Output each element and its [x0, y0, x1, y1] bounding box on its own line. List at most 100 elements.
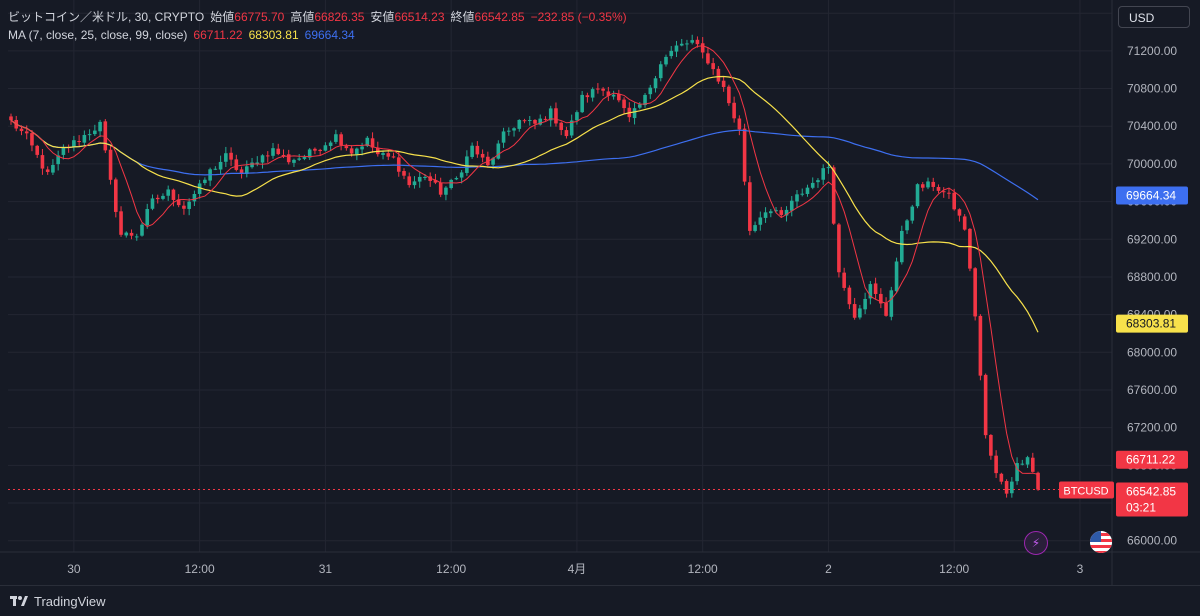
candle — [1036, 471, 1040, 491]
candle — [459, 169, 464, 184]
x-tick-label: 12:00 — [939, 562, 969, 576]
candle-body — [129, 232, 134, 236]
candle-body — [407, 176, 412, 186]
candle — [276, 143, 281, 156]
x-tick-label: 31 — [319, 562, 333, 576]
us-flag-icon[interactable] — [1090, 531, 1112, 553]
candle-body — [569, 120, 574, 136]
candle-body — [920, 184, 925, 188]
candle-body — [187, 201, 191, 209]
candle-body — [559, 122, 563, 130]
candle-body — [444, 187, 448, 195]
candle — [994, 450, 998, 478]
candle — [150, 194, 155, 211]
candle — [774, 207, 778, 213]
candle — [679, 38, 684, 47]
candle — [973, 267, 977, 321]
grid-lines — [8, 0, 1112, 552]
price-chart[interactable]: 66000.0066400.0066800.0067200.0067600.00… — [0, 0, 1200, 585]
candle — [858, 304, 862, 320]
candle-body — [596, 88, 600, 90]
candle-body — [936, 186, 941, 191]
candle — [674, 40, 679, 58]
candle — [690, 34, 694, 45]
tradingview-brand[interactable]: TradingView — [34, 593, 106, 609]
candle — [968, 228, 972, 272]
high-label: 高値 — [290, 10, 315, 24]
candle — [989, 434, 993, 460]
candle — [889, 286, 894, 321]
candle-body — [512, 128, 516, 131]
candle-body — [606, 91, 611, 96]
candle — [155, 194, 160, 204]
currency-button[interactable]: USD — [1118, 6, 1190, 28]
candle-body — [685, 43, 689, 45]
candle — [784, 206, 789, 222]
candle — [900, 225, 904, 265]
candle — [265, 151, 270, 163]
candle — [1031, 452, 1035, 473]
candle — [114, 177, 118, 218]
ma-indicator-label[interactable]: MA (7, close, 25, close, 99, close) — [8, 28, 188, 42]
candle — [999, 472, 1004, 485]
candle-body — [690, 40, 694, 43]
candle — [66, 144, 71, 153]
candle-body — [344, 146, 349, 149]
candle-body — [1004, 481, 1009, 494]
candle — [1020, 459, 1025, 466]
candle-body — [265, 155, 270, 157]
close-value: 66542.85 — [474, 10, 525, 24]
candle — [417, 171, 422, 188]
candle-body — [124, 232, 129, 236]
open-label: 始値 — [210, 10, 235, 24]
candle — [884, 297, 888, 317]
candle-body — [994, 455, 998, 474]
candle-body — [475, 145, 480, 155]
candle-body — [1025, 457, 1030, 465]
candle — [658, 61, 663, 82]
candle-body — [423, 176, 427, 178]
price-tag-label: 66711.22 — [1126, 453, 1175, 467]
candle — [93, 124, 97, 136]
x-tick-label: 2 — [825, 562, 832, 576]
y-tick-label: 69200.00 — [1127, 232, 1177, 246]
candle — [454, 176, 459, 181]
x-tick-label: 12:00 — [436, 562, 466, 576]
price-tag-bg — [1116, 450, 1188, 469]
candle — [56, 150, 60, 171]
candle-body — [213, 168, 218, 170]
candle-body — [527, 120, 532, 122]
candle-body — [590, 89, 595, 98]
candle-body — [873, 283, 878, 294]
candle-body — [700, 43, 705, 53]
y-tick-label: 67200.00 — [1127, 421, 1177, 435]
candle-body — [72, 140, 76, 148]
candle-body — [171, 189, 176, 200]
candle-body — [360, 146, 364, 150]
candle — [72, 135, 76, 152]
candle — [837, 222, 841, 278]
candle — [606, 86, 611, 102]
lightning-icon[interactable]: ⚡ — [1024, 531, 1048, 555]
candle — [307, 148, 312, 161]
candle-body — [962, 216, 967, 230]
candle-body — [831, 167, 836, 224]
candle — [355, 147, 359, 161]
candle — [386, 149, 391, 161]
candle — [748, 175, 752, 236]
candle — [224, 146, 228, 168]
candle — [30, 130, 34, 152]
tradingview-logo-icon[interactable] — [10, 594, 28, 608]
candle — [323, 142, 328, 152]
open-value: 66775.70 — [234, 10, 285, 24]
symbol-label[interactable]: ビットコイン／米ドル, 30, CRYPTO — [8, 10, 205, 24]
candle — [585, 92, 590, 103]
candle — [548, 105, 553, 127]
candle-body — [491, 158, 495, 165]
candle-body — [370, 138, 375, 148]
candle-body — [842, 272, 846, 288]
candle — [732, 96, 736, 123]
candle-body — [465, 156, 469, 173]
candle — [638, 101, 642, 110]
candle — [381, 150, 385, 160]
